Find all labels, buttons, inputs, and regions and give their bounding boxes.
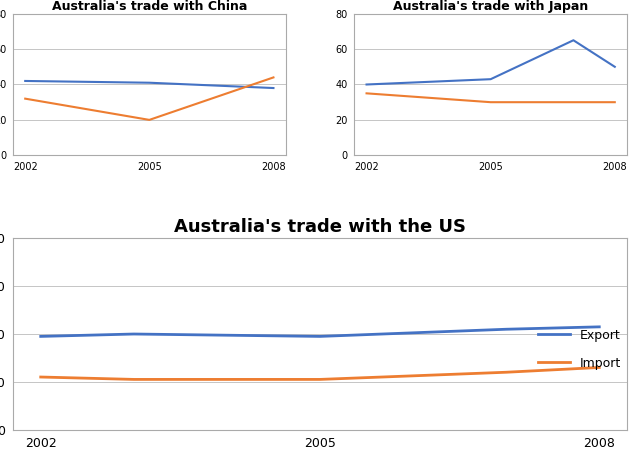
Title: Australia's trade with the US: Australia's trade with the US — [174, 218, 466, 235]
Title: Australia's trade with China: Australia's trade with China — [52, 0, 247, 12]
Title: Australia's trade with Japan: Australia's trade with Japan — [393, 0, 588, 12]
Legend: Export, Import: Export, Import — [538, 329, 621, 370]
